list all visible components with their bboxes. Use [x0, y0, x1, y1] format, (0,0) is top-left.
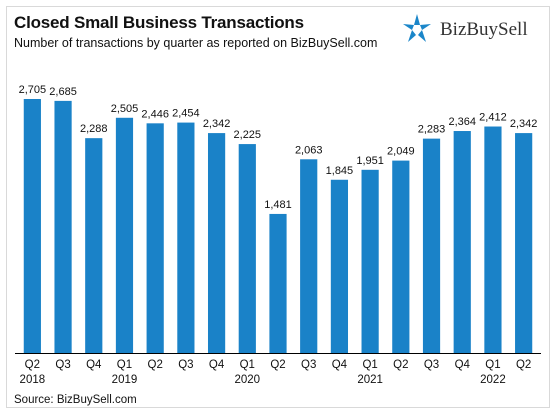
- bar: [115, 117, 134, 353]
- bar: [484, 126, 502, 353]
- bar: [85, 138, 103, 353]
- bar: [23, 99, 41, 353]
- bar-value-label: 2,342: [203, 118, 231, 130]
- bar: [392, 160, 410, 353]
- bar-value-label: 2,342: [510, 118, 538, 130]
- x-tick-label: Q2: [393, 359, 408, 371]
- bar: [422, 138, 441, 353]
- chart-subtitle: Number of transactions by quarter as rep…: [14, 36, 378, 50]
- x-tick-label: Q3: [301, 359, 316, 371]
- bar-value-label: 2,288: [80, 123, 108, 135]
- bar: [269, 213, 287, 353]
- bar-value-label: 1,481: [264, 199, 292, 211]
- bar: [453, 131, 471, 353]
- source-note: Source: BizBuySell.com: [14, 394, 137, 406]
- logo-text: BizBuySell: [440, 19, 528, 40]
- bar-value-label: 2,412: [479, 112, 507, 124]
- x-tick-label: Q2: [25, 359, 40, 371]
- bar-value-label: 2,705: [19, 84, 47, 96]
- bar: [238, 144, 256, 353]
- bar: [515, 133, 533, 353]
- x-tick-label: Q1: [485, 359, 500, 371]
- x-tick-label: Q4: [209, 359, 225, 371]
- x-tick-label: Q1: [362, 359, 377, 371]
- bar: [361, 169, 379, 353]
- x-year-label: 2022: [480, 374, 506, 386]
- bar-value-label: 2,364: [448, 116, 476, 128]
- x-tick-label: Q3: [178, 359, 193, 371]
- bar-value-label: 2,454: [172, 108, 200, 120]
- bar-value-label: 2,446: [141, 108, 169, 120]
- x-tick-label: Q4: [86, 359, 102, 371]
- x-tick-label: Q1: [240, 359, 255, 371]
- x-tick-label: Q3: [55, 359, 70, 371]
- bar-chart: 2,705 Q2 2,685 Q3 2,288 Q4 2,505 Q1 2,446 Q2 2,454…: [15, 84, 541, 386]
- bar: [300, 159, 318, 353]
- bar: [146, 123, 164, 354]
- bar-value-label: 2,225: [234, 129, 262, 141]
- bar: [330, 179, 349, 353]
- bar-value-label: 1,951: [356, 155, 384, 167]
- x-tick-label: Q2: [148, 359, 163, 371]
- x-year-label: 2021: [357, 374, 383, 386]
- bar-value-label: 2,505: [111, 103, 139, 115]
- x-tick-label: Q1: [117, 359, 132, 371]
- x-tick-label: Q4: [455, 359, 471, 371]
- x-tick-label: Q2: [270, 359, 285, 371]
- bar: [54, 100, 72, 353]
- bar-value-label: 2,049: [387, 146, 415, 158]
- bar-value-label: 1,845: [326, 165, 354, 177]
- bizbuysell-logo: BizBuySell: [400, 12, 548, 46]
- bar: [177, 122, 195, 353]
- bar-value-label: 2,283: [418, 124, 446, 136]
- chart-title: Closed Small Business Transactions: [14, 13, 304, 32]
- x-tick-label: Q4: [332, 359, 348, 371]
- x-year-label: 2020: [234, 374, 260, 386]
- bar-value-label: 2,685: [49, 86, 77, 98]
- bar-value-label: 2,063: [295, 144, 323, 156]
- x-tick-label: Q2: [516, 359, 531, 371]
- x-tick-label: Q3: [424, 359, 439, 371]
- x-year-label: 2019: [112, 374, 138, 386]
- x-year-label: 2018: [20, 374, 46, 386]
- star-logo-icon: [403, 14, 431, 42]
- bar: [207, 133, 226, 353]
